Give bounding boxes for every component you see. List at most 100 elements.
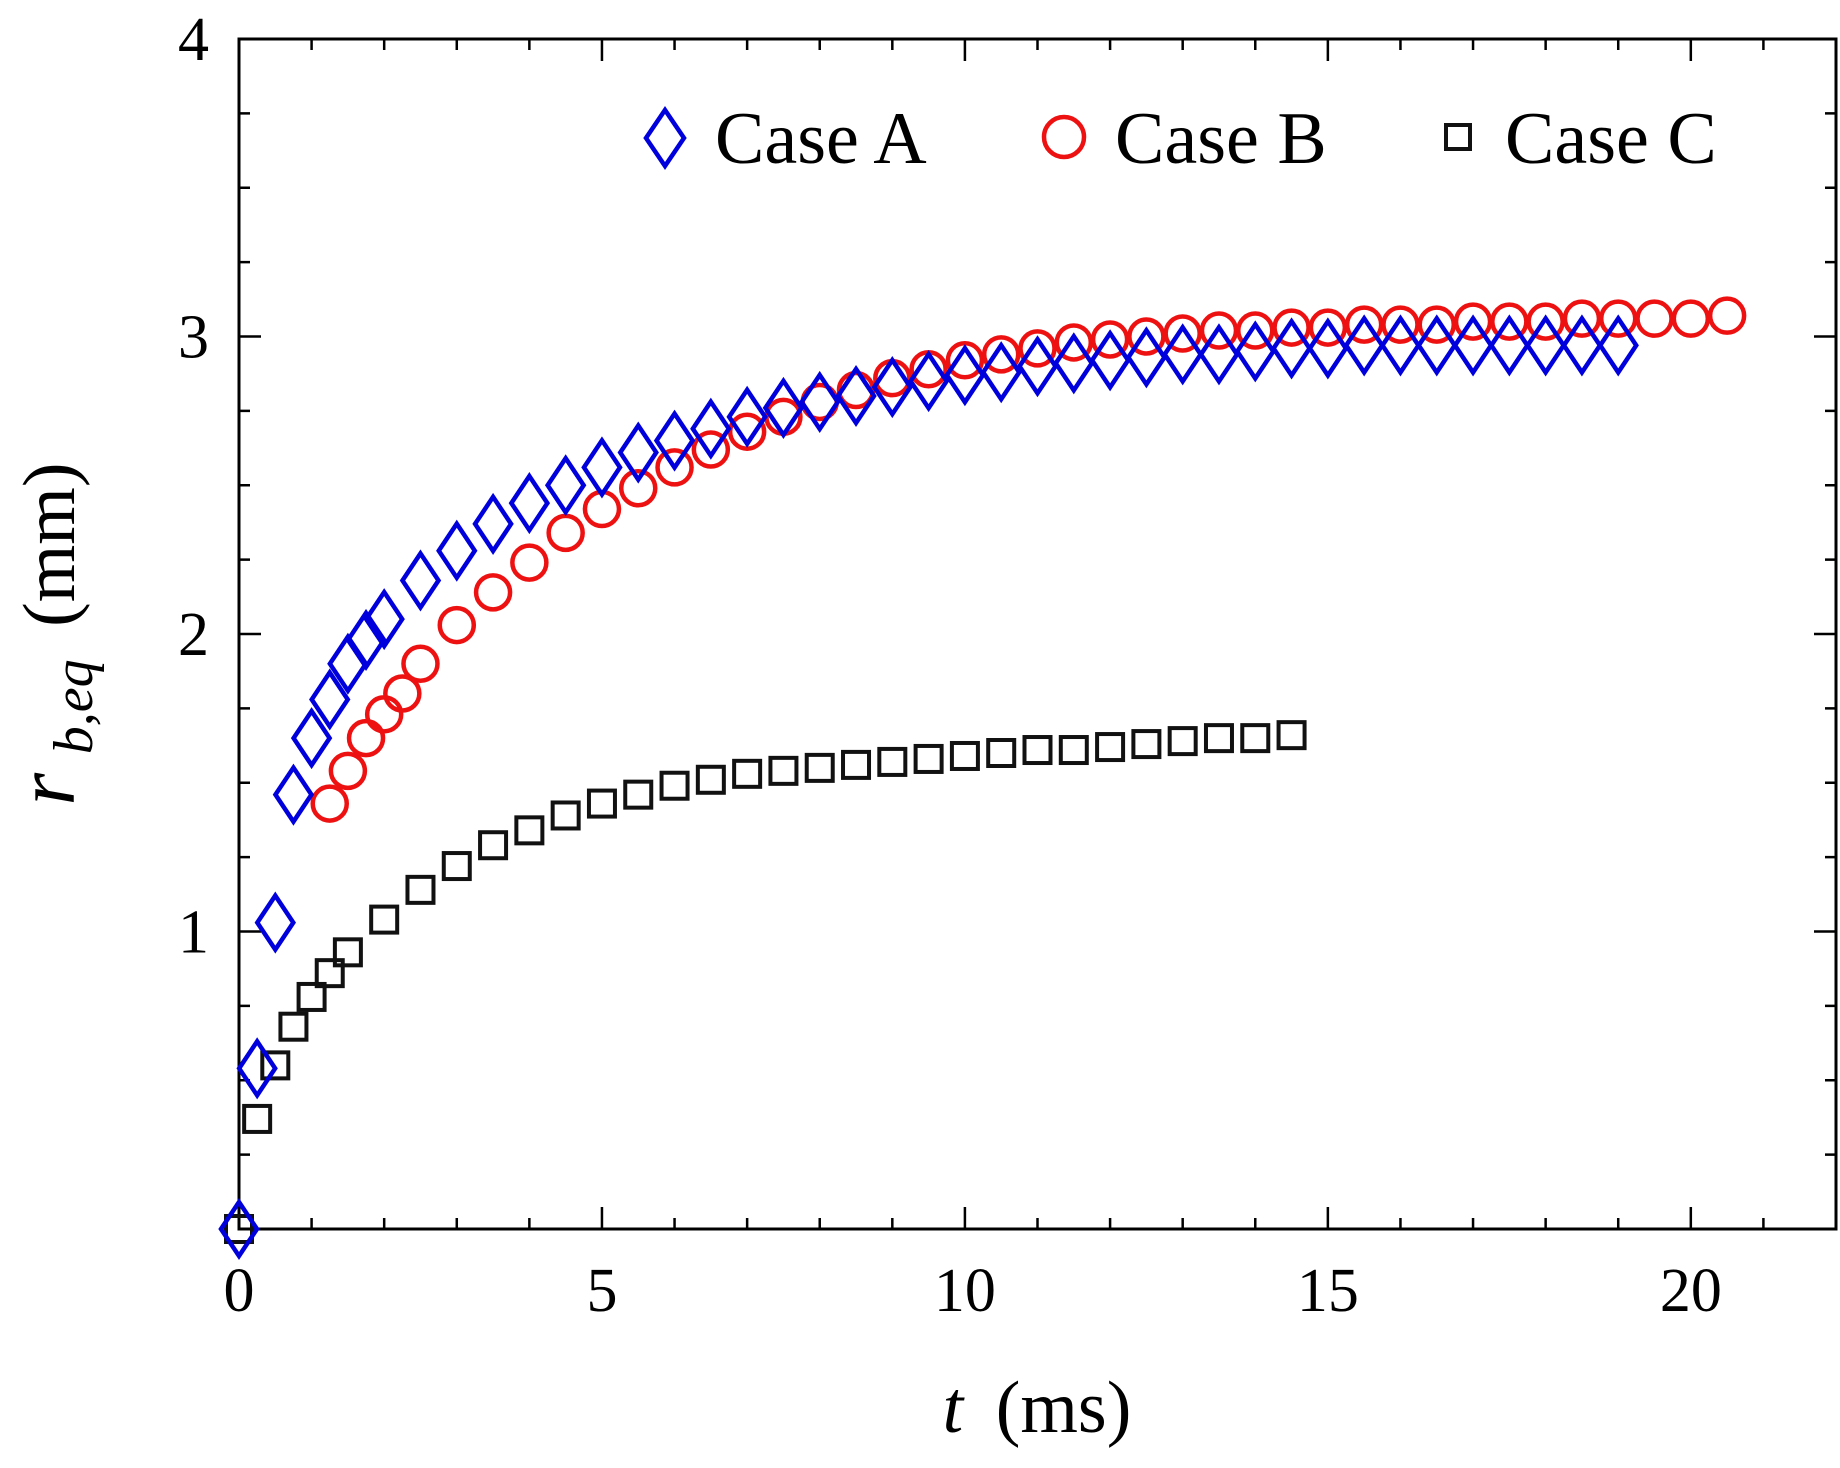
legend-item-case-a: Case A: [643, 98, 927, 180]
case-b-point: [346, 718, 386, 758]
case-a-point: [690, 397, 732, 460]
case-a-point: [290, 707, 333, 770]
case-c-point: [623, 779, 654, 810]
case-c-point: [1203, 723, 1234, 754]
x-axis-unit: (ms): [996, 1367, 1132, 1449]
case-b-point: [1163, 314, 1202, 353]
legend-label-case-a: Case A: [715, 98, 927, 180]
y-axis-unit: (mm): [9, 463, 91, 627]
case-a-point: [1524, 314, 1567, 377]
case-c-point: [841, 749, 872, 780]
x-axis-variable: t: [943, 1367, 966, 1449]
case-b-point: [1562, 299, 1602, 338]
case-b-point: [1054, 323, 1094, 362]
case-c-point: [586, 788, 617, 819]
case-b-point: [1417, 305, 1456, 344]
x-tick-label: 0: [224, 1257, 255, 1325]
case-c-point: [1276, 720, 1307, 751]
case-b-point: [328, 751, 368, 791]
case-c-point: [768, 755, 799, 786]
case-a-point: [726, 385, 768, 448]
case-a-point: [544, 454, 587, 517]
case-b-point: [1272, 308, 1311, 347]
case-a-point: [1125, 326, 1168, 389]
case-c-point: [332, 937, 363, 968]
y-axis-title: r b,eq (mm): [0, 463, 109, 806]
case-b-point: [401, 644, 440, 683]
legend: Case A Case B Case C: [643, 98, 1717, 180]
case-c-point: [1131, 729, 1162, 760]
case-c-point: [260, 1050, 291, 1081]
case-a-point: [944, 344, 986, 407]
case-b-point: [619, 468, 658, 508]
case-b-point: [1381, 305, 1420, 344]
case-b-point: [510, 543, 549, 582]
case-c-point: [1240, 723, 1271, 754]
case-a-point: [472, 492, 514, 555]
case-a-point: [1053, 332, 1095, 395]
case-c-point: [224, 1214, 254, 1244]
case-b-point: [1344, 305, 1384, 344]
case-c-point: [550, 800, 581, 831]
case-b-point: [473, 573, 513, 612]
case-c-point: [314, 958, 345, 989]
case-b-point: [1490, 302, 1529, 341]
series-case-b: [310, 296, 1747, 823]
case-b-point: [364, 695, 404, 734]
case-b-point: [437, 605, 477, 645]
case-a-point: [1307, 317, 1349, 380]
y-tick-label: 4: [178, 6, 209, 74]
case-b-point: [1526, 302, 1565, 341]
case-a-point: [436, 519, 478, 582]
case-c-point: [913, 743, 944, 774]
case-c-point: [405, 874, 436, 905]
case-a-point: [1416, 314, 1458, 377]
case-c-point: [478, 830, 509, 861]
y-tick-label: 3: [178, 304, 209, 372]
case-a-point: [1379, 314, 1422, 377]
case-a-point: [1016, 335, 1059, 398]
case-b-point: [1199, 311, 1239, 350]
case-b-point: [655, 448, 694, 487]
case-a-point: [1198, 323, 1240, 386]
case-b-point: [383, 674, 422, 713]
case-c-point: [986, 738, 1017, 768]
x-tick-label: 10: [934, 1257, 996, 1325]
series-case-a: [218, 314, 1639, 1261]
legend-item-case-c: Case C: [1444, 98, 1717, 180]
case-a-point: [980, 341, 1022, 404]
series-case-c: [224, 720, 1307, 1244]
case-b-point: [1707, 296, 1747, 335]
case-c-point: [296, 981, 327, 1012]
legend-label-case-c: Case C: [1505, 98, 1717, 180]
legend-marker-case-c: [1444, 123, 1472, 151]
case-c-point: [1095, 732, 1126, 763]
case-a-point: [236, 1037, 278, 1100]
case-c-point: [514, 815, 545, 846]
case-b-point: [1635, 299, 1674, 338]
y-tick-label: 2: [178, 601, 209, 669]
y-axis-variable: r: [0, 772, 93, 805]
case-a-point: [835, 364, 877, 428]
case-a-point: [399, 549, 442, 612]
case-c-point: [369, 904, 400, 935]
case-c-point: [278, 1011, 309, 1042]
x-axis-title: t (ms): [943, 1367, 1132, 1449]
axis-ticks: [237, 37, 1838, 1231]
y-tick-label: 1: [178, 899, 209, 967]
case-c-point: [1058, 735, 1089, 766]
case-a-point: [1089, 329, 1131, 392]
case-a-point: [1561, 314, 1603, 377]
legend-item-case-b: Case B: [1041, 98, 1327, 180]
legend-label-case-b: Case B: [1115, 98, 1327, 180]
case-a-point: [1452, 314, 1494, 377]
case-a-point: [363, 588, 405, 651]
case-c-point: [1022, 735, 1053, 766]
case-a-point: [1270, 317, 1313, 380]
case-a-point: [762, 376, 805, 439]
case-b-point: [981, 335, 1021, 374]
case-c-point: [659, 770, 690, 801]
case-a-point: [1234, 320, 1276, 383]
case-a-point: [309, 668, 351, 731]
x-tick-label: 15: [1297, 1257, 1359, 1325]
